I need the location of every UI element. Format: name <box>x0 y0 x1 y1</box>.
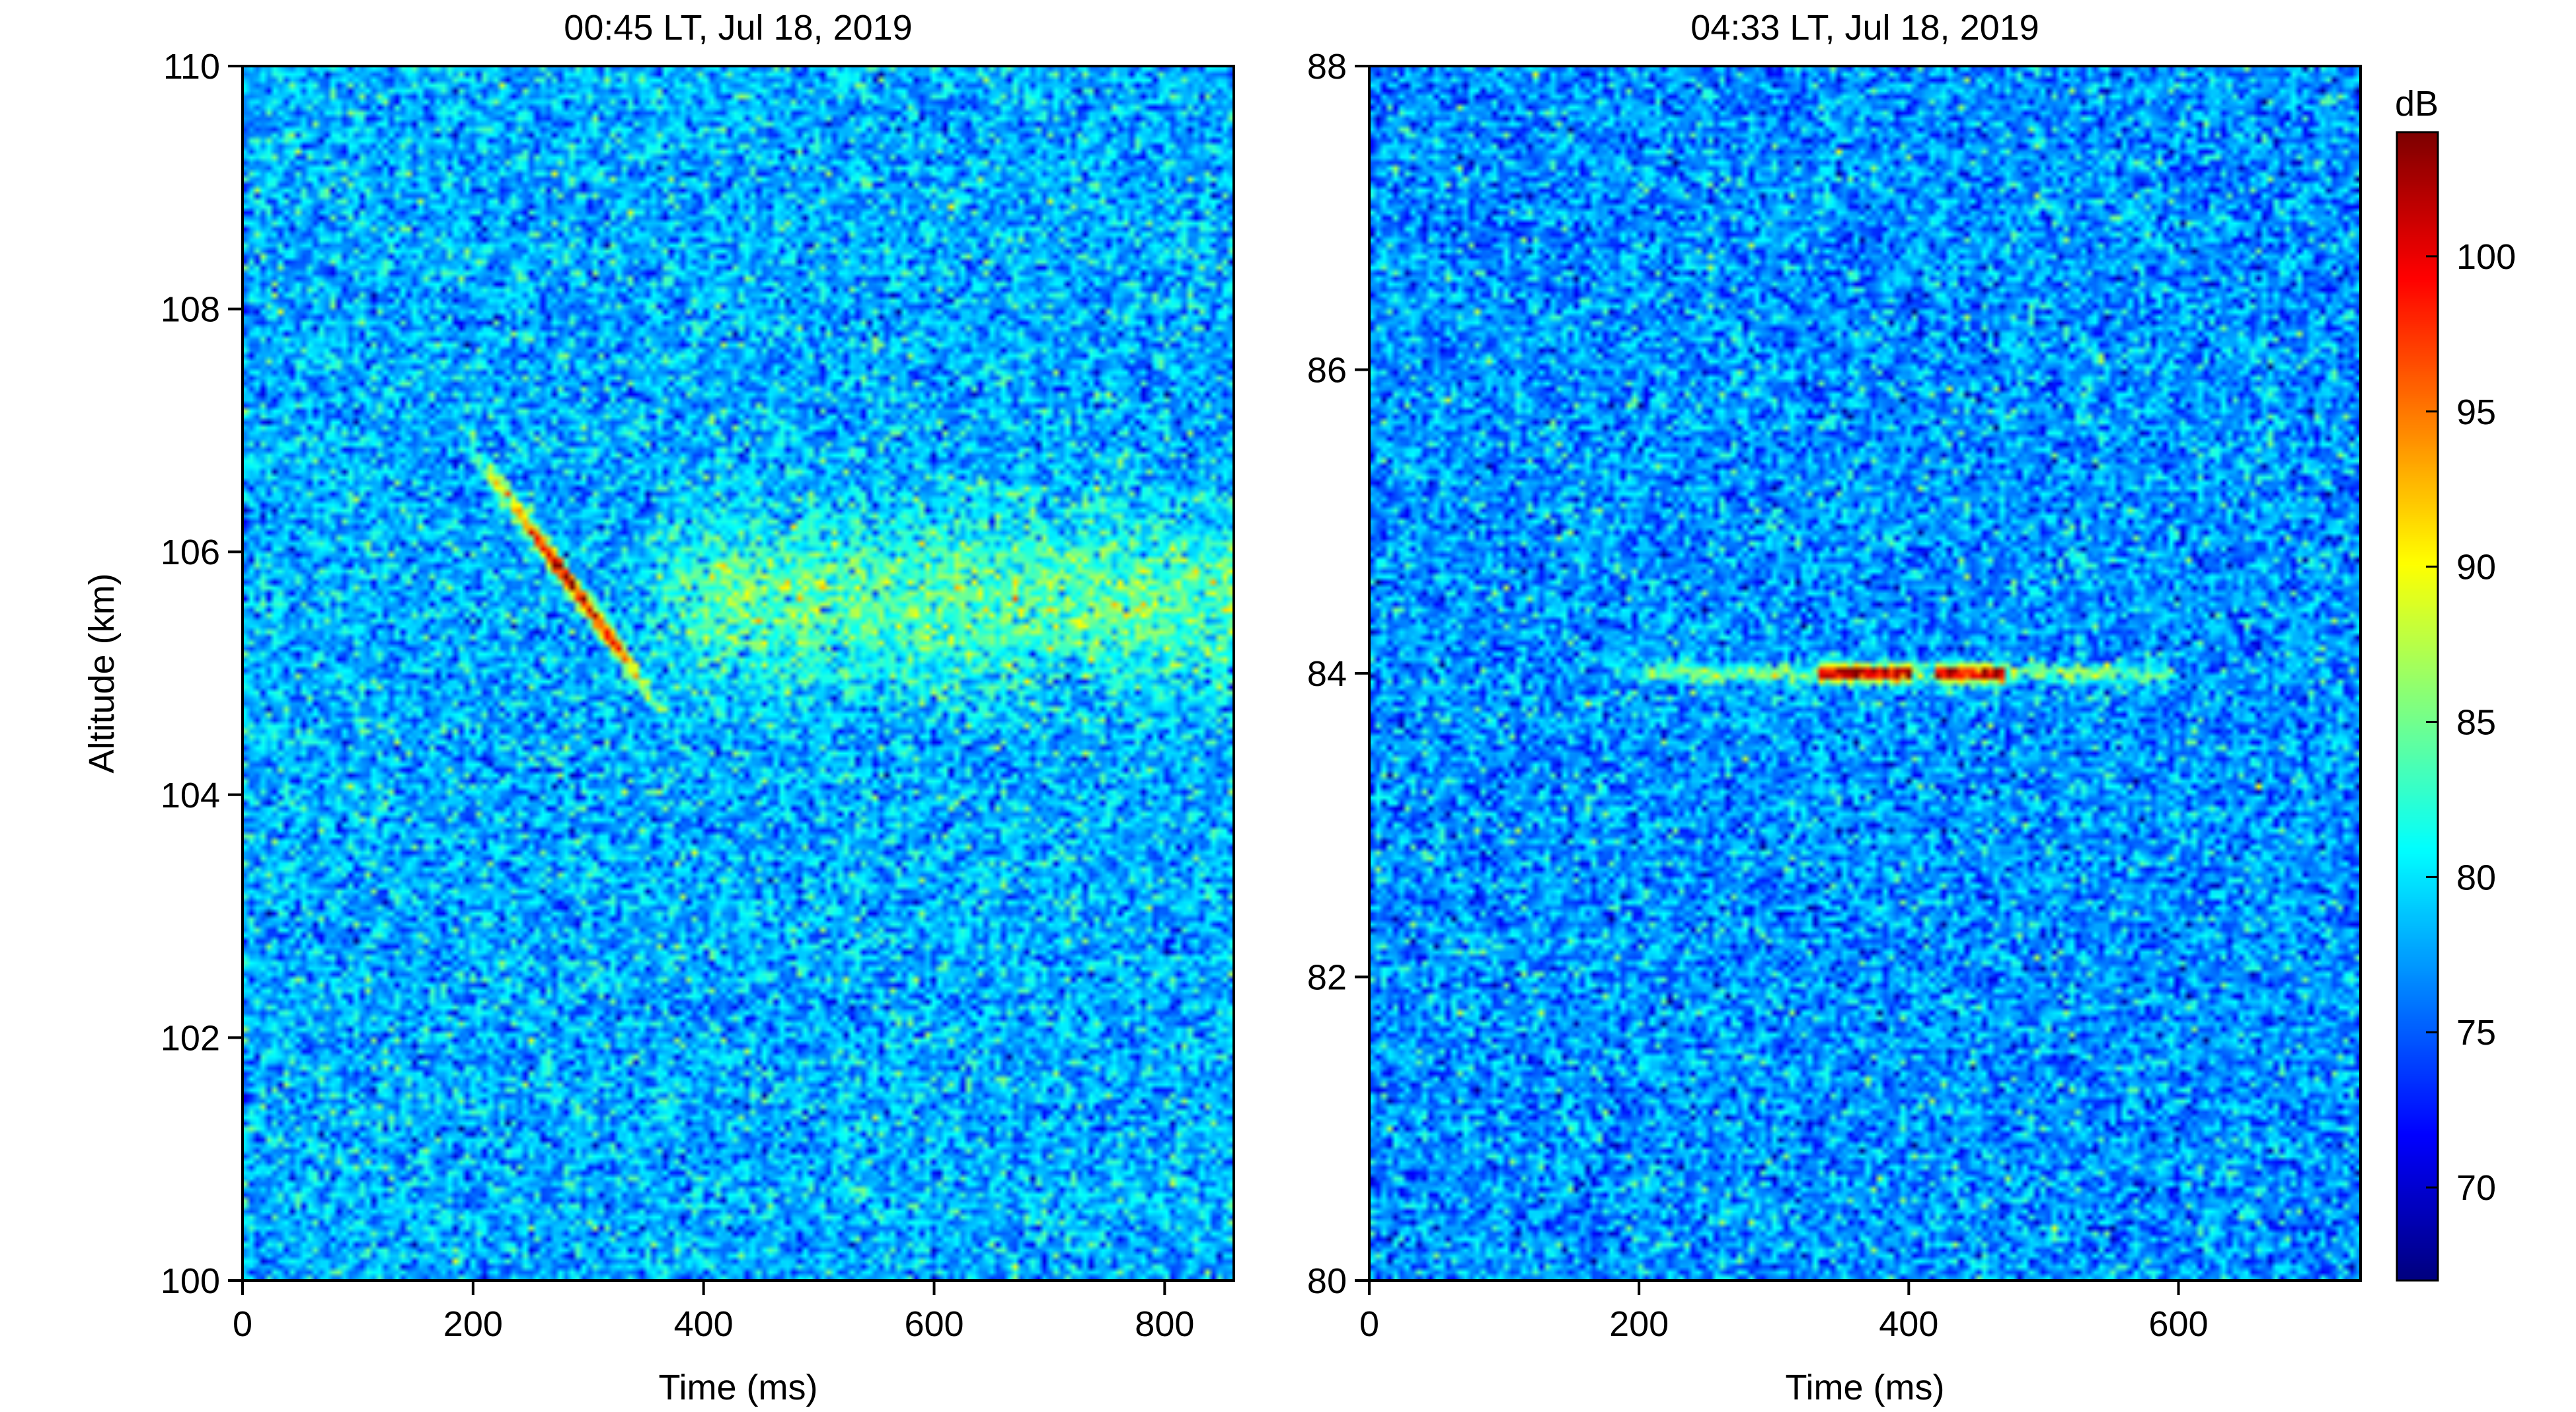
y-tick-label: 82 <box>1307 958 1347 998</box>
colorbar-tick-label: 70 <box>2456 1168 2496 1208</box>
x-tick-label: 200 <box>1609 1304 1669 1344</box>
x-tick-label: 600 <box>904 1304 964 1344</box>
panel-left-y-axis: 100 102 104 106 108 110 <box>161 47 243 1301</box>
x-tick-label: 800 <box>1135 1304 1194 1344</box>
colorbar-tick-label: 75 <box>2456 1013 2496 1053</box>
x-tick-label: 200 <box>443 1304 503 1344</box>
x-tick-label: 400 <box>1879 1304 1938 1344</box>
y-tick-label: 86 <box>1307 351 1347 390</box>
panel-left-frame <box>241 65 1235 1282</box>
colorbar-frame <box>2396 131 2439 1282</box>
y-tick-label: 108 <box>161 290 220 330</box>
colorbar-tick-label: 100 <box>2456 237 2516 277</box>
panel-left-heatmap <box>243 66 1234 1281</box>
panel-right: 04:33 LT, Jul 18, 2019 0 200 400 600 80 82 84… <box>1307 8 2362 1407</box>
y-tick-label: 100 <box>161 1261 220 1301</box>
y-tick-label: 102 <box>161 1018 220 1058</box>
panel-right-title: 04:33 LT, Jul 18, 2019 <box>1690 8 2039 48</box>
panel-left-x-label: Time (ms) <box>659 1368 818 1407</box>
colorbar-tick-label: 95 <box>2456 392 2496 432</box>
colorbar: dB 70 75 80 85 90 95 100 <box>2395 84 2516 1282</box>
y-tick-label: 104 <box>161 776 220 815</box>
x-tick-label: 0 <box>233 1304 252 1344</box>
colorbar-tick-label: 85 <box>2456 702 2496 742</box>
y-tick-label: 106 <box>161 533 220 572</box>
x-tick-label: 0 <box>1359 1304 1379 1344</box>
panel-right-x-axis: 0 200 400 600 <box>1359 1281 2209 1344</box>
panel-right-x-label: Time (ms) <box>1786 1368 1945 1407</box>
colorbar-tick-label: 90 <box>2456 548 2496 587</box>
panel-left-y-label: Altitude (km) <box>82 573 122 773</box>
y-tick-label: 88 <box>1307 47 1347 87</box>
y-tick-label: 84 <box>1307 654 1347 694</box>
y-tick-label: 80 <box>1307 1261 1347 1301</box>
panel-right-heatmap <box>1369 66 2361 1281</box>
colorbar-gradient <box>2397 132 2438 1281</box>
colorbar-ticks: 70 75 80 85 90 95 100 <box>2426 237 2516 1208</box>
colorbar-label: dB <box>2395 84 2439 124</box>
panel-left-title: 00:45 LT, Jul 18, 2019 <box>564 8 912 48</box>
panel-left: 00:45 LT, Jul 18, 2019 0 200 400 600 800 100… <box>82 8 1235 1407</box>
x-tick-label: 600 <box>2148 1304 2208 1344</box>
panel-left-x-axis: 0 200 400 600 800 <box>233 1281 1194 1344</box>
colorbar-tick-label: 80 <box>2456 858 2496 897</box>
x-tick-label: 400 <box>674 1304 734 1344</box>
panel-right-y-axis: 80 82 84 86 88 <box>1307 47 1369 1301</box>
y-tick-label: 110 <box>163 47 220 87</box>
